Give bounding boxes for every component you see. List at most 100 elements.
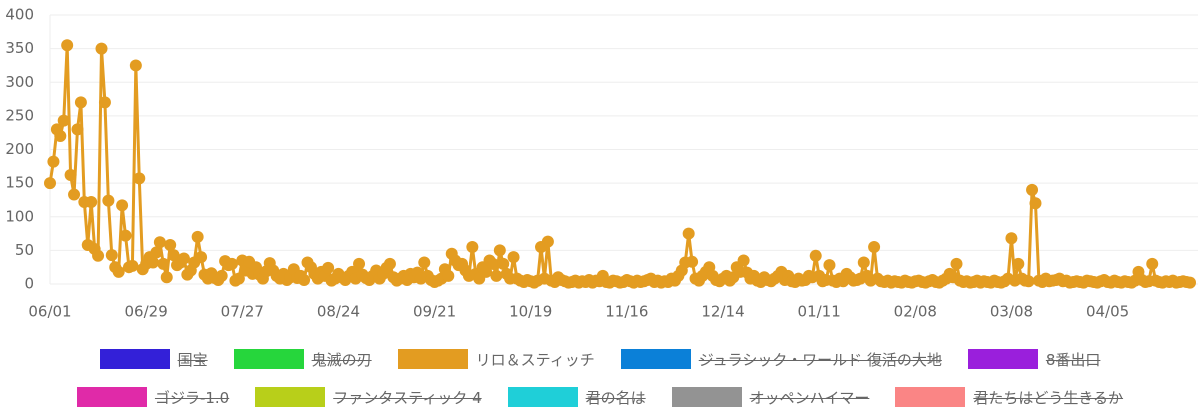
data-point: [1005, 232, 1018, 245]
legend-label: 君たちはどう生きるか: [973, 388, 1124, 407]
y-tick-label: 100: [5, 207, 34, 225]
legend-swatch: [233, 349, 304, 369]
x-tick-label: 03/08: [990, 303, 1033, 321]
legend-swatch: [620, 349, 691, 369]
legend-swatch: [76, 387, 147, 407]
legend-item[interactable]: 鬼滅の刃: [233, 349, 372, 370]
legend-item[interactable]: オッペンハイマー: [671, 387, 869, 408]
legend: 国宝 鬼滅の刃 リロ＆スティッチ ジュラシック・ワールド 復活の大地 8番出口ゴジラ-1…: [0, 340, 1200, 416]
data-point: [150, 246, 163, 259]
legend-item[interactable]: 8番出口: [967, 349, 1101, 370]
series-line: [48, 43, 1191, 285]
legend-item[interactable]: リロ＆スティッチ: [397, 349, 595, 370]
data-point: [1184, 276, 1196, 289]
data-point: [493, 244, 506, 257]
legend-label: 8番出口: [1045, 350, 1101, 369]
x-tick-label: 10/19: [509, 303, 552, 321]
legend-item[interactable]: ファンタスティック 4: [255, 387, 482, 408]
data-point: [164, 238, 177, 251]
data-point: [466, 241, 479, 254]
legend-item[interactable]: ジュラシック・ワールド 復活の大地: [620, 349, 942, 370]
x-tick-label: 09/21: [413, 303, 456, 321]
data-point: [232, 272, 245, 285]
y-tick-label: 400: [5, 6, 34, 24]
data-point: [353, 257, 366, 270]
y-tick-label: 300: [5, 73, 34, 91]
legend-item[interactable]: ゴジラ-1.0: [76, 387, 229, 408]
data-point: [105, 249, 118, 262]
legend-swatch: [397, 349, 468, 369]
data-point: [1146, 257, 1159, 270]
legend-label: 君の名は: [585, 388, 646, 407]
data-point: [119, 229, 132, 242]
data-point: [153, 236, 166, 249]
legend-swatch: [967, 349, 1038, 369]
data-point: [68, 188, 81, 201]
data-point: [57, 114, 70, 127]
legend-row: 国宝 鬼滅の刃 リロ＆スティッチ ジュラシック・ワールド 復活の大地 8番出口: [0, 340, 1200, 378]
data-point: [1022, 275, 1035, 288]
data-point: [133, 172, 146, 185]
data-point: [809, 249, 822, 262]
x-tick-label: 02/08: [894, 303, 937, 321]
data-point: [147, 256, 160, 269]
data-point: [98, 96, 111, 109]
data-point: [177, 252, 190, 265]
x-tick-label: 11/16: [605, 303, 648, 321]
legend-row: ゴジラ-1.0 ファンタスティック 4 君の名は オッペンハイマー 君たちはどう生きるか: [0, 378, 1200, 416]
legend-label: リロ＆スティッチ: [475, 350, 595, 369]
data-point: [823, 259, 836, 272]
data-point: [95, 42, 108, 55]
y-tick-label: 250: [5, 106, 34, 124]
legend-swatch: [255, 387, 326, 407]
data-point: [682, 227, 695, 240]
legend-item[interactable]: 君たちはどう生きるか: [895, 387, 1123, 408]
data-point: [215, 269, 228, 282]
data-point: [322, 261, 335, 274]
data-point: [1026, 183, 1039, 196]
data-point: [490, 269, 503, 282]
data-point: [486, 257, 499, 270]
data-point: [112, 265, 125, 278]
data-point: [126, 259, 139, 272]
x-tick-label: 06/29: [125, 303, 168, 321]
data-point: [116, 199, 129, 212]
legend-swatch: [507, 387, 578, 407]
y-tick-label: 350: [5, 39, 34, 57]
data-point: [1029, 197, 1042, 210]
chart: 0 50 100 150 200 250 300 350 400 06/01 06/29 07/27 0…: [5, 6, 1198, 321]
data-point: [480, 265, 493, 278]
data-point: [157, 257, 170, 270]
data-point: [92, 249, 105, 262]
data-point: [44, 177, 56, 190]
x-tick-label: 08/24: [317, 303, 360, 321]
x-tick-label: 01/11: [798, 303, 841, 321]
data-point: [868, 241, 881, 254]
data-point: [497, 257, 510, 270]
legend-label: 国宝: [177, 350, 208, 369]
data-point: [71, 123, 84, 136]
data-point: [47, 155, 60, 168]
data-point: [74, 96, 87, 109]
legend-label: ファンタスティック 4: [333, 388, 482, 407]
x-tick-label: 04/05: [1086, 303, 1129, 321]
data-point: [191, 230, 204, 243]
y-tick-label: 50: [15, 241, 34, 259]
data-point: [160, 271, 173, 284]
legend-item[interactable]: 君の名は: [507, 387, 646, 408]
data-point: [507, 251, 520, 264]
data-point: [225, 257, 238, 270]
legend-item[interactable]: 国宝: [99, 349, 208, 370]
data-point: [541, 235, 554, 248]
data-point: [442, 269, 455, 282]
data-point: [102, 194, 115, 207]
data-point: [418, 256, 431, 269]
data-point: [950, 257, 963, 270]
data-point: [383, 257, 396, 270]
y-tick-label: 200: [5, 140, 34, 158]
x-tick-label: 07/27: [221, 303, 264, 321]
legend-swatch: [671, 387, 742, 407]
x-tick-label: 06/01: [28, 303, 71, 321]
data-point: [298, 273, 311, 286]
